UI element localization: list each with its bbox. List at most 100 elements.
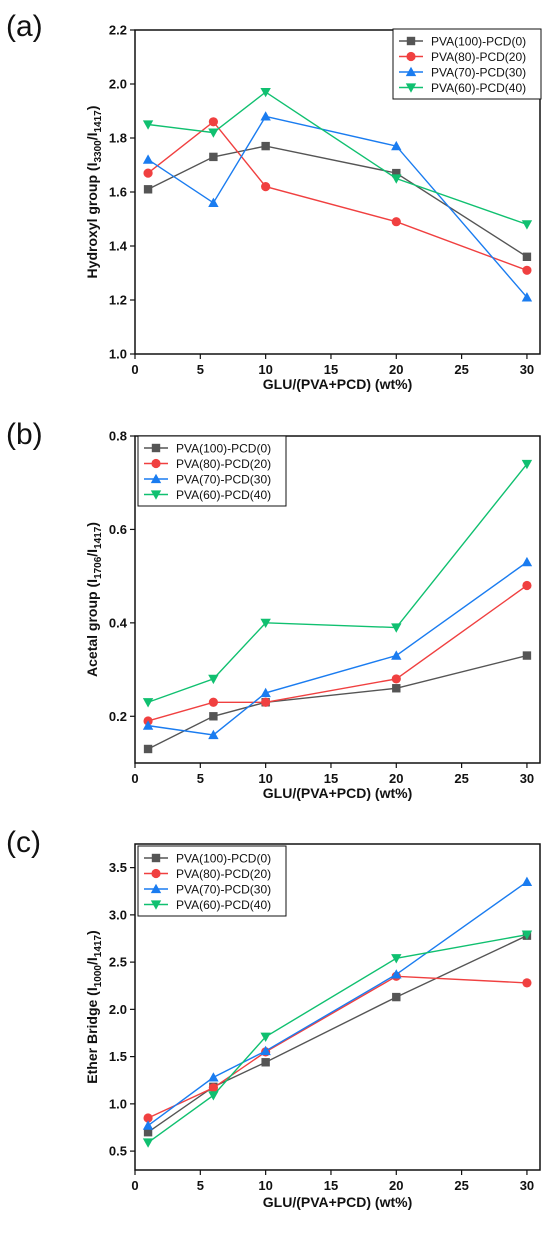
y-tick-label: 1.2 <box>109 293 127 308</box>
legend-marker <box>151 443 161 453</box>
series-group <box>143 117 532 275</box>
x-tick-label: 10 <box>258 362 272 377</box>
series-group <box>143 651 532 754</box>
legend: PVA(100)-PCD(0)PVA(80)-PCD(20) PVA(70)-PC… <box>137 435 287 507</box>
series-group <box>143 141 532 261</box>
series-line <box>147 654 528 750</box>
data-point <box>521 220 533 230</box>
data-point <box>392 992 401 1002</box>
series-line <box>147 561 528 736</box>
legend-label: PVA(100)-PCD(0) <box>431 35 526 49</box>
data-point <box>521 292 533 302</box>
data-point <box>391 674 401 684</box>
y-tick-label: 2.5 <box>109 955 127 970</box>
data-point <box>142 120 154 130</box>
y-tick-label: 2.0 <box>109 77 127 92</box>
data-point <box>142 154 154 164</box>
y-tick-label: 0.6 <box>109 522 127 537</box>
legend-label: PVA(60)-PCD(40) <box>176 898 271 912</box>
y-axis-title-subscript: 1417 <box>93 935 104 958</box>
panel-label: (a) <box>6 10 43 43</box>
data-point <box>142 720 154 730</box>
data-point <box>522 580 532 591</box>
x-tick-label: 30 <box>520 362 534 377</box>
x-axis-title: GLU/(PVA+PCD) (wt%) <box>263 1194 412 1210</box>
x-tick-label: 5 <box>197 362 204 377</box>
data-point <box>522 978 532 988</box>
legend-label: PVA(80)-PCD(20) <box>176 457 271 471</box>
data-point <box>208 1091 219 1101</box>
x-tick-label: 25 <box>454 771 468 786</box>
y-axis-title-subscript: 1706 <box>93 556 104 579</box>
chart-panel: (b) 0 5 10 15 20 25 30 0.2 0.4 0.6 0.8 GLU/(PVA+PCD)… <box>6 418 541 801</box>
y-tick-label: 1.0 <box>109 347 127 362</box>
y-axis-title: Acetal group (I1706/I1417) <box>84 522 104 677</box>
y-axis-title: Ether Bridge (I1000/I1417) <box>84 930 104 1083</box>
data-point <box>391 969 402 979</box>
data-point <box>209 712 218 721</box>
series-line <box>147 935 528 1133</box>
data-point <box>261 697 271 707</box>
legend-marker <box>151 868 161 879</box>
y-tick-label: 0.4 <box>109 615 128 630</box>
data-point <box>522 252 532 261</box>
y-axis-title-subscript: 1417 <box>93 110 104 133</box>
data-point <box>391 623 402 633</box>
data-point <box>142 698 154 708</box>
data-point <box>391 217 401 227</box>
x-tick-label: 5 <box>197 771 204 786</box>
legend-marker <box>151 458 161 469</box>
series-line <box>147 975 527 1119</box>
y-tick-label: 0.5 <box>109 1144 127 1159</box>
data-point <box>208 729 219 740</box>
x-tick-label: 25 <box>454 362 468 377</box>
data-point <box>142 1120 154 1130</box>
x-tick-label: 0 <box>131 771 138 786</box>
data-point <box>208 697 218 707</box>
series-line <box>147 145 528 258</box>
y-tick-label: 3.0 <box>109 907 127 922</box>
data-point <box>522 651 532 660</box>
series-line <box>147 91 528 226</box>
data-point <box>208 1072 219 1082</box>
data-point <box>143 168 153 178</box>
data-point <box>391 954 402 964</box>
data-point <box>522 265 532 275</box>
legend-label: PVA(70)-PCD(30) <box>176 883 271 897</box>
chart-panel: (a) 0 5 10 15 20 25 30 1.0 1.2 1.4 1.6 1.8 2.0 2.2 GLU/… <box>6 10 542 392</box>
legend-label: PVA(100)-PCD(0) <box>176 852 271 866</box>
y-axis-title-part: /I <box>84 957 100 965</box>
y-axis-title-part: Hydroxyl group (I <box>84 163 100 279</box>
data-point <box>521 930 533 940</box>
x-tick-label: 0 <box>131 362 138 377</box>
y-axis-title-part: /I <box>84 132 100 140</box>
series-group <box>142 459 533 708</box>
y-tick-label: 3.5 <box>109 860 127 875</box>
y-axis-title-part: Ether Bridge (I <box>84 987 100 1083</box>
plot-frame <box>134 435 541 764</box>
legend-label: PVA(60)-PCD(40) <box>431 81 526 95</box>
x-tick-label: 30 <box>520 771 534 786</box>
y-axis-title-part: ) <box>84 106 100 111</box>
data-point <box>391 140 402 151</box>
legend-marker <box>406 51 416 62</box>
series-line <box>147 120 528 271</box>
legend-marker <box>406 36 416 46</box>
x-tick-label: 30 <box>520 1178 534 1193</box>
y-axis-title-subscript: 3300 <box>93 140 104 163</box>
data-point <box>143 744 153 754</box>
legend-label: PVA(80)-PCD(20) <box>431 50 526 64</box>
legend-marker <box>405 83 417 93</box>
x-axis-title: GLU/(PVA+PCD) (wt%) <box>263 785 412 801</box>
x-tick-label: 25 <box>454 1178 468 1193</box>
x-axis-title: GLU/(PVA+PCD) (wt%) <box>263 376 412 392</box>
x-tick-label: 15 <box>324 1178 338 1193</box>
data-point <box>208 117 218 127</box>
x-tick-label: 20 <box>389 1178 403 1193</box>
y-tick-label: 2.2 <box>109 23 127 38</box>
data-point <box>143 1113 153 1123</box>
y-tick-label: 1.6 <box>109 185 127 200</box>
chart-panel: (c) 0 5 10 15 20 25 30 0.5 1.0 1.5 2.0 2.5 3.0 3.5 GLU/… <box>6 826 541 1210</box>
series-line <box>147 115 528 298</box>
series-group <box>143 931 532 1137</box>
